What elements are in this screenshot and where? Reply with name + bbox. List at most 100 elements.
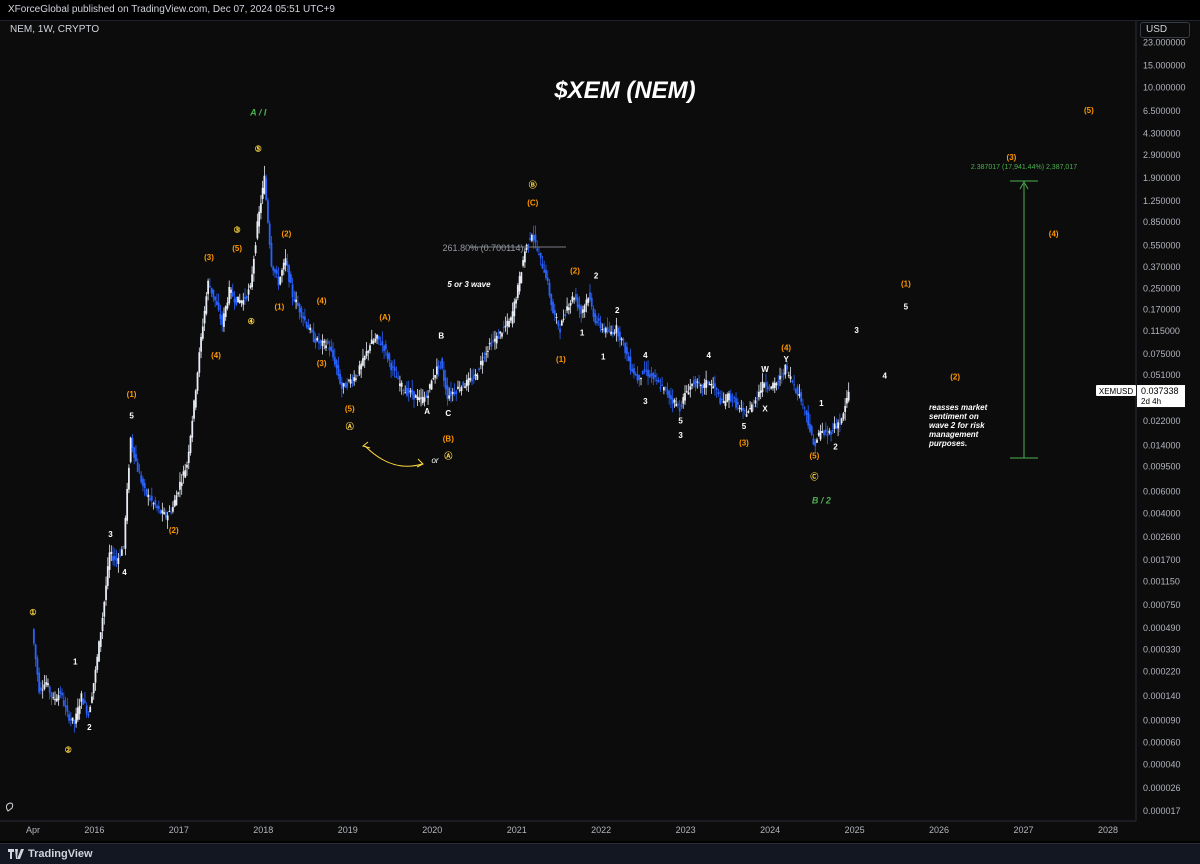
candle-body bbox=[677, 404, 679, 406]
price-tick-label: 0.002600 bbox=[1143, 532, 1181, 542]
candle-body bbox=[428, 384, 431, 389]
candle-body bbox=[736, 401, 739, 405]
footer-bar: TradingView bbox=[0, 843, 1200, 864]
candle-body bbox=[506, 320, 509, 326]
or-label: or bbox=[431, 456, 438, 465]
candle-body bbox=[159, 510, 162, 514]
candle-body bbox=[99, 632, 102, 647]
candle-body bbox=[807, 412, 810, 426]
candle-body bbox=[286, 261, 289, 267]
candle-body bbox=[664, 386, 667, 389]
candle-body bbox=[780, 376, 783, 378]
wave-label: (5) bbox=[345, 405, 355, 414]
price-tick-label: 10.000000 bbox=[1143, 83, 1186, 93]
candle-body bbox=[407, 388, 410, 394]
wave-label: (5) bbox=[809, 452, 819, 461]
candle-body bbox=[272, 266, 275, 271]
candle-body bbox=[541, 263, 544, 269]
candle-body bbox=[400, 382, 403, 387]
wave-label: 5 bbox=[129, 411, 134, 420]
time-tick-label: 2022 bbox=[591, 825, 611, 835]
candle-body bbox=[367, 350, 370, 353]
currency-button[interactable]: USD bbox=[1140, 22, 1190, 38]
chart-area[interactable]: 23.000000 15.000000 10.000000 6.500000 4.300… bbox=[0, 21, 1200, 841]
candle-body bbox=[423, 397, 426, 402]
candle-body bbox=[356, 375, 359, 377]
candle-body bbox=[404, 392, 407, 394]
candle-body bbox=[92, 683, 95, 694]
candle-body bbox=[142, 478, 144, 487]
last-price-value: 0.037338 bbox=[1141, 386, 1179, 396]
candle-body bbox=[844, 406, 847, 413]
candle-body bbox=[203, 310, 206, 324]
candle-body bbox=[108, 552, 111, 570]
publisher-text: XForceGlobal published on TradingView.co… bbox=[8, 4, 335, 15]
candle-body bbox=[182, 471, 185, 476]
candle-body bbox=[106, 566, 109, 586]
price-tick-label: 0.051000 bbox=[1143, 370, 1181, 380]
candle-body bbox=[494, 338, 496, 342]
candle-body bbox=[599, 322, 602, 329]
candle-body bbox=[559, 328, 561, 333]
candle-body bbox=[626, 346, 628, 355]
candle-body bbox=[326, 341, 329, 344]
candle-body bbox=[427, 396, 429, 398]
candle-body bbox=[796, 386, 799, 396]
time-tick-label: 2027 bbox=[1014, 825, 1034, 835]
candle-body bbox=[305, 322, 308, 328]
fib-level-label: 261.80% (0.700114) bbox=[443, 243, 524, 253]
candle-body bbox=[571, 296, 574, 302]
candle-body bbox=[384, 344, 387, 350]
candle-body bbox=[194, 390, 197, 408]
candle-body bbox=[40, 687, 42, 691]
time-tick-label: 2026 bbox=[929, 825, 949, 835]
candle-body bbox=[481, 360, 484, 366]
candle-body bbox=[499, 331, 502, 334]
wave-label: Ⓑ bbox=[529, 179, 537, 189]
candle-body bbox=[52, 697, 55, 699]
wave-label: (1) bbox=[901, 279, 911, 288]
candle-body bbox=[777, 380, 780, 383]
wave-label: Ⓐ bbox=[444, 451, 452, 461]
candle-body bbox=[124, 517, 127, 549]
candle-body bbox=[240, 300, 243, 303]
wave-label: 2 bbox=[594, 272, 599, 281]
candle-body bbox=[184, 470, 187, 478]
time-tick-label: 2023 bbox=[676, 825, 696, 835]
candle-body bbox=[284, 258, 287, 266]
candle-body bbox=[569, 302, 572, 306]
candle-body bbox=[750, 404, 753, 413]
candle-body bbox=[546, 277, 549, 282]
wave-label: (4) bbox=[1049, 229, 1059, 238]
candle-body bbox=[112, 556, 114, 561]
candle-body bbox=[567, 307, 570, 311]
wave-label: X bbox=[762, 405, 768, 414]
candle-body bbox=[362, 358, 364, 366]
candle-body bbox=[179, 481, 181, 490]
candle-body bbox=[509, 317, 512, 321]
time-tick-label: 2020 bbox=[422, 825, 442, 835]
symbol-legend: NEM, 1W, CRYPTO bbox=[10, 24, 100, 35]
measure-arrow-icon bbox=[1019, 180, 1029, 190]
candle-body bbox=[671, 398, 674, 404]
candle-body bbox=[76, 707, 79, 720]
price-chart[interactable]: 23.000000 15.000000 10.000000 6.500000 4.300… bbox=[0, 21, 1200, 841]
price-tick-label: 0.000017 bbox=[1143, 806, 1181, 816]
candle-body bbox=[501, 333, 503, 337]
wave-label: (C) bbox=[527, 198, 538, 207]
candle-body bbox=[634, 373, 637, 376]
candle-body bbox=[94, 669, 97, 683]
candle-body bbox=[687, 392, 690, 395]
wave-label: (4) bbox=[781, 344, 791, 353]
candle-body bbox=[402, 390, 405, 392]
candle-body bbox=[332, 350, 334, 358]
candle-body bbox=[166, 515, 169, 521]
wave-label: ② bbox=[65, 745, 72, 754]
candle-body bbox=[217, 302, 220, 310]
candle-body bbox=[576, 297, 579, 308]
candle-body bbox=[91, 696, 93, 703]
candle-body bbox=[180, 482, 183, 486]
candle-body bbox=[594, 313, 597, 324]
candle-body bbox=[372, 340, 375, 344]
wave-label: 4 bbox=[643, 351, 648, 360]
